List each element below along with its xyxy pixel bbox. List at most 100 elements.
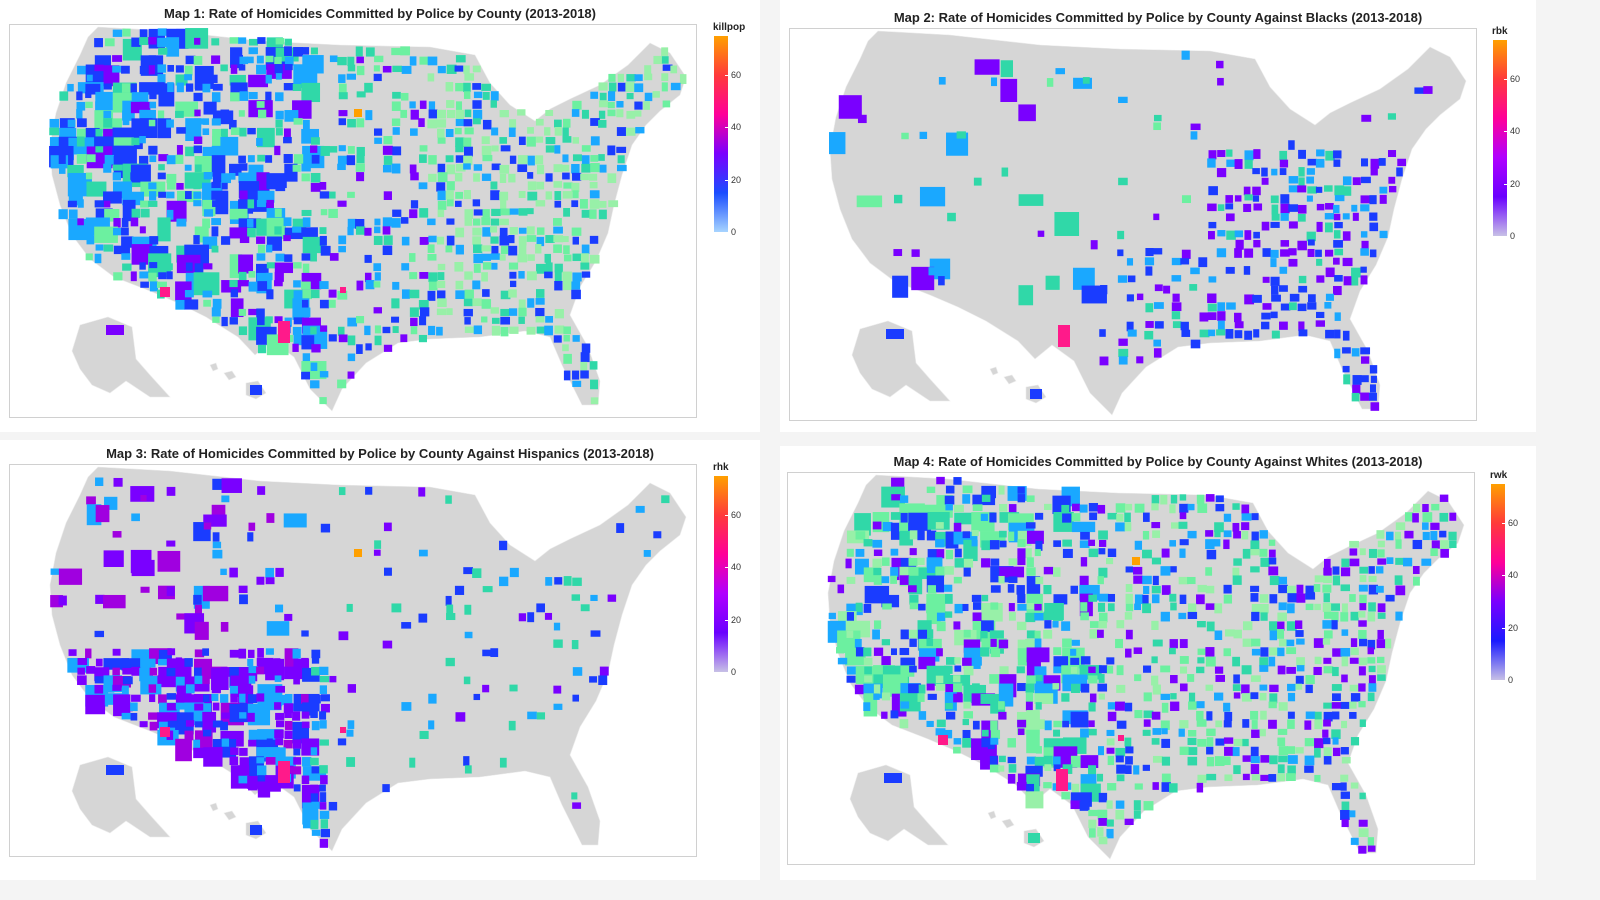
- county-fill: [1017, 539, 1026, 547]
- county-fill: [1106, 819, 1114, 827]
- county-fill: [437, 163, 446, 173]
- county-fill: [256, 236, 266, 244]
- county-fill: [499, 757, 507, 768]
- county-fill: [112, 74, 120, 84]
- county-fill: [275, 73, 282, 80]
- county-fill: [544, 127, 551, 136]
- county-fill: [553, 181, 563, 188]
- county-fill: [652, 91, 660, 98]
- county-fill: [1088, 809, 1098, 817]
- county-fill: [1098, 612, 1108, 623]
- county-fill: [1314, 774, 1321, 782]
- county-fill: [536, 136, 544, 143]
- county-fill: [1360, 204, 1370, 212]
- county-fill: [445, 128, 454, 138]
- county-fill: [176, 666, 184, 673]
- county-fill: [1259, 657, 1269, 667]
- county-fill: [1413, 576, 1420, 586]
- county-fill: [364, 325, 371, 336]
- county-fill: [526, 136, 536, 147]
- county-fill: [1080, 656, 1091, 665]
- county-fill: [980, 630, 988, 641]
- county-fill: [1224, 746, 1234, 756]
- county-fill: [1404, 512, 1414, 522]
- county-fill: [1278, 639, 1288, 647]
- county-fill: [953, 738, 962, 745]
- county-fill: [670, 65, 678, 74]
- county-fill: [1340, 747, 1349, 755]
- county-fill: [1414, 87, 1424, 94]
- county-fill: [203, 299, 211, 307]
- county-fill: [1035, 540, 1043, 551]
- county-fill: [455, 101, 463, 111]
- county-fill: [553, 164, 563, 173]
- county-fill: [598, 119, 607, 128]
- county-fill: [1206, 549, 1217, 560]
- county-fill: [554, 145, 561, 154]
- county-fill: [1440, 548, 1449, 558]
- county-fill: [1098, 792, 1108, 803]
- county-fill: [103, 118, 113, 128]
- county-fill: [1259, 684, 1268, 691]
- county-fill: [1152, 684, 1161, 695]
- county-fill: [238, 585, 248, 594]
- county-fill: [599, 200, 607, 208]
- county-fill: [139, 226, 146, 234]
- county-fill: [607, 173, 617, 184]
- county-fill: [882, 557, 890, 566]
- county-fill: [499, 540, 508, 551]
- county-fill: [1358, 657, 1368, 666]
- county-fill: [248, 281, 258, 292]
- county-fill: [275, 253, 285, 262]
- county-fill: [1214, 539, 1221, 547]
- county-fill: [437, 172, 448, 183]
- county-fill: [1412, 513, 1419, 523]
- county-fill: [608, 73, 616, 82]
- county-fill: [1035, 719, 1045, 730]
- county-fill: [139, 82, 165, 95]
- county-fill: [131, 208, 141, 218]
- county-fill: [1369, 392, 1377, 401]
- county-fill: [392, 65, 403, 73]
- county-fill: [193, 594, 202, 605]
- county-fill: [194, 621, 209, 640]
- county-fill: [302, 263, 310, 274]
- county-fill: [972, 720, 980, 730]
- county-fill: [490, 91, 499, 101]
- legend-tick-mark: [1502, 627, 1505, 629]
- county-fill: [68, 649, 77, 656]
- county-fill: [1107, 603, 1115, 612]
- county-fill: [998, 639, 1009, 649]
- county-fill: [1269, 647, 1279, 656]
- county-fill: [319, 711, 327, 720]
- county-fill: [85, 253, 93, 261]
- county-fill: [873, 549, 883, 557]
- county-fill: [926, 638, 934, 647]
- county-fill: [1242, 621, 1253, 631]
- county-fill: [926, 486, 936, 494]
- county-fill: [536, 164, 545, 175]
- county-fill: [1323, 575, 1332, 584]
- county-fill: [590, 397, 599, 405]
- county-fill: [1080, 531, 1090, 540]
- county-fill: [347, 335, 356, 346]
- county-fill: [1306, 195, 1313, 202]
- county-fill: [1044, 503, 1052, 510]
- county-fill: [148, 684, 157, 693]
- county-fill: [1422, 512, 1433, 523]
- county-fill: [310, 289, 320, 299]
- county-fill: [463, 146, 473, 157]
- county-fill: [148, 658, 156, 668]
- county-fill: [581, 271, 591, 278]
- county-fill: [301, 775, 310, 785]
- county-fill: [518, 316, 525, 324]
- county-fill: [1253, 149, 1261, 159]
- county-fill: [383, 136, 393, 145]
- county-fill: [1170, 566, 1177, 573]
- county-fill: [1270, 221, 1280, 228]
- county-fill: [436, 109, 447, 119]
- county-fill: [1349, 657, 1359, 664]
- county-fill: [990, 602, 999, 610]
- county-fill: [1116, 513, 1124, 522]
- county-fill: [391, 603, 402, 613]
